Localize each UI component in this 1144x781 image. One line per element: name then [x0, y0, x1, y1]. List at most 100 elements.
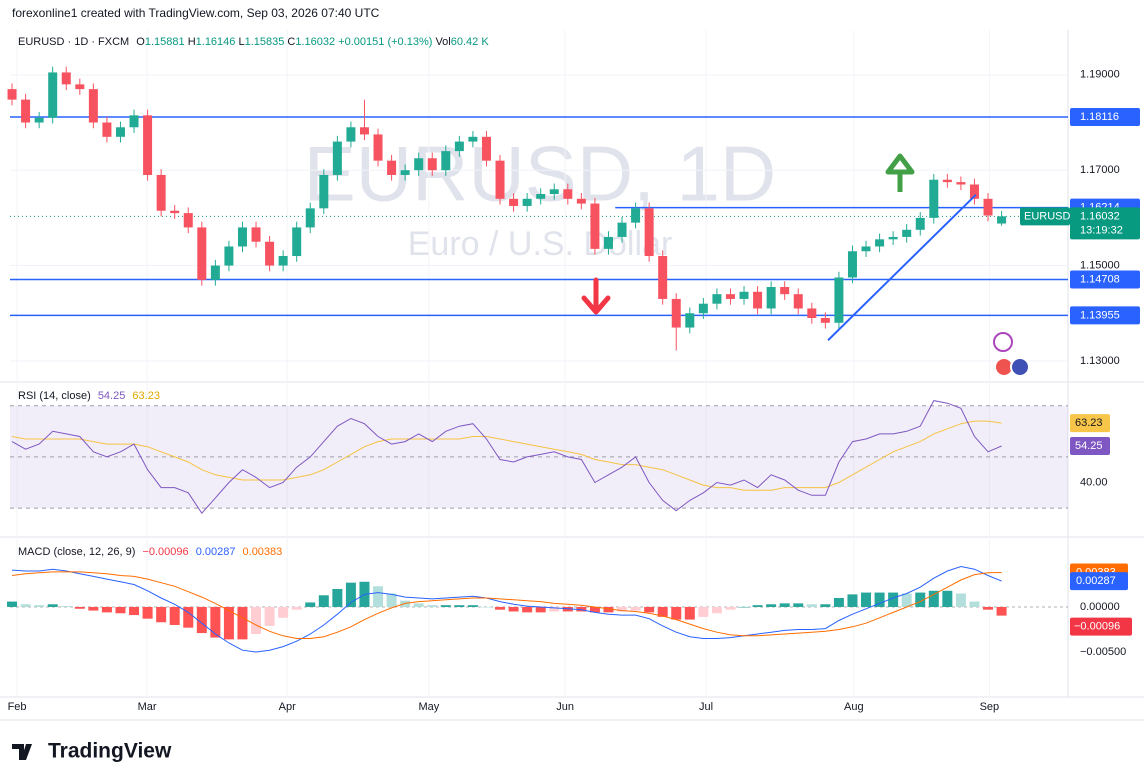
candle-body: [875, 239, 885, 247]
watermark-sub: Euro / U.S. Dollar: [408, 225, 673, 263]
candle-body: [969, 184, 979, 199]
candle-body: [536, 194, 546, 199]
candle-body: [414, 158, 424, 171]
candle-body: [698, 303, 708, 314]
macd-histogram-bar: [129, 606, 140, 616]
candle-body: [305, 208, 315, 228]
macd-histogram-bar: [833, 597, 844, 607]
candle-body: [7, 89, 17, 100]
legend-l-label: L: [238, 36, 244, 48]
macd-histogram-bar: [603, 606, 614, 613]
macd-histogram-bar: [332, 588, 343, 607]
main-layer: Feb Mar Apr May Jun Jul Aug Sep 1.13000 1.15000 1.…: [7, 66, 1140, 713]
candle-body: [210, 265, 220, 280]
candle-body: [400, 170, 410, 175]
macd-histogram-bar: [617, 606, 628, 612]
macd-histogram-bar: [183, 606, 194, 628]
macd-histogram-bar: [698, 606, 709, 617]
macd-histogram-bar: [156, 606, 167, 623]
event-flag[interactable]: [1010, 357, 1030, 377]
legend-high: 1.16146: [196, 36, 236, 48]
macd-line: [11, 565, 1002, 653]
candle-body: [631, 208, 641, 223]
macd-tick-label: −0.00500: [1080, 646, 1126, 658]
macd-histogram-bar: [440, 605, 451, 607]
candle-body: [495, 160, 505, 199]
legend-o-label: O: [136, 36, 145, 48]
rsi-box: [1070, 437, 1110, 456]
candle-body: [34, 117, 44, 123]
macd-histogram-bar: [61, 606, 72, 607]
macd-histogram-bar: [237, 606, 248, 640]
candle-body: [332, 141, 342, 175]
y-tick-label: 1.17000: [1080, 164, 1120, 176]
y-tick-label: 1.15000: [1080, 259, 1120, 271]
last-price-box: [1070, 207, 1140, 240]
macd-histogram-bar: [657, 606, 668, 617]
macd-histogram-bar: [291, 606, 302, 610]
macd-histogram-bar: [508, 606, 519, 612]
macd-histogram-bar: [88, 606, 99, 611]
macd-histogram-bar: [169, 606, 180, 625]
macd-histogram-bar: [793, 603, 804, 607]
macd-histogram-bar: [861, 592, 872, 607]
candle-body: [644, 208, 654, 257]
legend-volume: 60.42 K: [451, 36, 490, 48]
candle-body: [563, 189, 573, 199]
legend-close: 1.16032: [295, 36, 335, 48]
macd-histogram-bar: [278, 606, 289, 618]
level-label: 1.13955: [1080, 309, 1120, 321]
macd-histogram-bar: [427, 605, 438, 607]
candle-body: [102, 122, 112, 137]
candle-body: [183, 213, 193, 228]
candle-body: [820, 318, 830, 323]
macd-histogram-bar: [251, 606, 262, 634]
up-arrow: [885, 153, 915, 192]
macd-histogram-bar: [996, 606, 1007, 616]
candle-body: [346, 127, 356, 142]
macd-signal-last: 0.00383: [243, 546, 283, 558]
hist-axis-label: −0.00096: [1074, 621, 1120, 633]
macd-histogram-bar: [210, 606, 221, 638]
candle-body: [603, 236, 613, 249]
macd-histogram-bar: [467, 605, 478, 607]
candle-body: [780, 287, 790, 295]
macd-histogram-bar: [766, 604, 777, 607]
candle-body: [956, 182, 966, 185]
macd-histogram-bar: [47, 604, 58, 607]
candle-body: [387, 160, 397, 175]
candle-body: [766, 287, 776, 309]
macd-histogram-bar: [955, 593, 966, 607]
macd-histogram-bar: [345, 582, 356, 607]
down-arrow: [581, 277, 611, 315]
macd-histogram-bar: [752, 605, 763, 607]
x-tick-label: Mar: [138, 701, 157, 713]
candle-body: [48, 72, 58, 118]
candle-body: [847, 251, 857, 278]
rsi-title: RSI (14, close): [18, 390, 91, 402]
symbol-box: [1020, 207, 1070, 226]
event-icon[interactable]: [993, 332, 1013, 352]
macd-box: [1070, 572, 1128, 591]
x-tick-label: Sep: [980, 701, 1000, 713]
candle-body: [739, 291, 749, 299]
macd-title: MACD (close, 12, 26, 9): [18, 546, 135, 558]
candle-body: [942, 179, 952, 183]
candle-body: [21, 99, 31, 123]
candle-body: [129, 115, 139, 128]
macd-histogram-bar: [386, 593, 397, 607]
brand-logo: TradingView: [12, 740, 172, 763]
candle-body: [549, 189, 559, 195]
legend-low: 1.15835: [245, 36, 285, 48]
x-tick-label: Jul: [699, 701, 713, 713]
candle-body: [793, 294, 803, 309]
macd-histogram-bar: [481, 606, 492, 608]
candle-body: [319, 174, 329, 209]
candle-body: [292, 227, 302, 257]
candle-body: [251, 227, 261, 242]
rsi-ma-line: [11, 420, 1002, 491]
signal-line: [11, 571, 1002, 639]
x-tick-label: May: [418, 701, 439, 713]
